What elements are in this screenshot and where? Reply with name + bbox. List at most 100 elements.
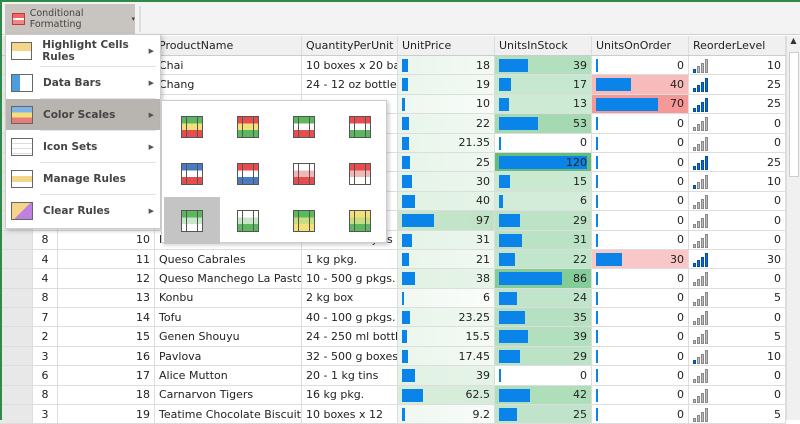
table-cell[interactable]: 70 xyxy=(592,94,689,114)
table-cell[interactable]: 0 xyxy=(592,230,689,249)
row-indicator[interactable] xyxy=(0,405,33,424)
table-cell[interactable]: 31 xyxy=(495,230,592,249)
scroll-up-icon[interactable]: ▲ xyxy=(790,36,797,45)
table-cell[interactable]: 13 xyxy=(58,288,155,308)
table-cell[interactable]: 97 xyxy=(398,211,495,230)
table-cell[interactable]: 15.5 xyxy=(398,327,495,346)
table-cell[interactable]: 23.25 xyxy=(398,308,495,327)
table-cell[interactable]: 19 xyxy=(398,75,495,94)
table-cell[interactable]: 0 xyxy=(592,211,689,230)
color-scale-option[interactable] xyxy=(276,103,332,150)
table-cell[interactable]: 0 xyxy=(592,327,689,346)
table-cell[interactable]: Pavlova xyxy=(155,346,302,366)
color-scale-option[interactable] xyxy=(332,197,388,244)
table-cell[interactable]: 2 kg box xyxy=(302,288,398,308)
color-scale-option[interactable] xyxy=(332,150,388,197)
table-row[interactable]: 7 14 Tofu 40 - 100 g pkgs. 23.25 35 0 0 xyxy=(0,308,786,328)
table-cell[interactable]: 29 xyxy=(495,346,592,366)
table-cell[interactable]: 24 - 250 ml bottles xyxy=(302,327,398,346)
row-indicator[interactable] xyxy=(0,249,33,269)
table-cell[interactable]: 0 xyxy=(592,152,689,172)
table-cell[interactable]: 53 xyxy=(495,114,592,133)
table-cell[interactable]: 16 xyxy=(58,346,155,366)
table-cell[interactable]: 10 xyxy=(689,172,786,191)
table-cell[interactable]: 62.5 xyxy=(398,385,495,405)
menu-item-highlight-cells-rules[interactable]: Highlight Cells Rules ▶ xyxy=(6,35,160,66)
column-header[interactable]: UnitPrice xyxy=(398,36,495,55)
table-cell[interactable]: 17 xyxy=(495,75,592,94)
table-cell[interactable]: 0 xyxy=(689,308,786,327)
column-header[interactable]: ReorderLevel xyxy=(689,36,786,55)
row-indicator[interactable] xyxy=(0,327,33,346)
table-cell[interactable]: 22 xyxy=(495,249,592,269)
table-cell[interactable]: 6 xyxy=(33,366,58,385)
table-cell[interactable]: 0 xyxy=(689,230,786,249)
table-cell[interactable]: 15 xyxy=(495,172,592,191)
table-cell[interactable]: 17 xyxy=(58,366,155,385)
table-cell[interactable]: 11 xyxy=(58,249,155,269)
table-cell[interactable]: 4 xyxy=(33,249,58,269)
color-scale-option[interactable] xyxy=(164,103,220,150)
menu-item-manage-rules[interactable]: Manage Rules xyxy=(6,163,160,194)
table-cell[interactable]: 39 xyxy=(398,366,495,385)
table-cell[interactable]: 24 xyxy=(495,288,592,308)
table-cell[interactable]: 0 xyxy=(592,288,689,308)
table-cell[interactable] xyxy=(302,133,398,152)
table-row[interactable]: Chang 24 - 12 oz bottles 19 17 40 25 xyxy=(0,75,786,95)
column-header[interactable]: UnitsInStock xyxy=(495,36,592,55)
table-cell[interactable]: 5 xyxy=(689,327,786,346)
table-cell[interactable] xyxy=(302,172,398,191)
table-cell[interactable]: 25 xyxy=(398,152,495,172)
table-cell[interactable]: 16 kg pkg. xyxy=(302,385,398,405)
table-cell[interactable] xyxy=(302,191,398,211)
row-indicator[interactable] xyxy=(0,346,33,366)
table-cell[interactable]: 0 xyxy=(689,191,786,211)
table-cell[interactable]: 0 xyxy=(689,366,786,385)
table-cell[interactable]: 8 xyxy=(33,385,58,405)
table-cell[interactable]: 13 xyxy=(495,94,592,114)
table-cell[interactable]: 10 xyxy=(58,230,155,249)
table-cell[interactable]: Chang xyxy=(155,75,302,94)
table-cell[interactable]: 8 xyxy=(33,230,58,249)
table-cell[interactable]: 10 xyxy=(398,94,495,114)
table-cell[interactable]: 86 xyxy=(495,269,592,288)
table-cell[interactable] xyxy=(302,94,398,114)
table-cell[interactable]: 0 xyxy=(592,114,689,133)
table-cell[interactable]: 2 xyxy=(33,327,58,346)
table-cell[interactable]: 0 xyxy=(592,172,689,191)
table-cell[interactable]: 29 xyxy=(495,211,592,230)
table-cell[interactable]: 0 xyxy=(689,385,786,405)
table-cell[interactable]: 17.45 xyxy=(398,346,495,366)
table-cell[interactable]: 38 xyxy=(398,269,495,288)
menu-item-color-scales[interactable]: Color Scales ▶ xyxy=(6,99,160,130)
table-row[interactable]: 4 11 Queso Cabrales 1 kg pkg. 21 22 30 30 xyxy=(0,249,786,270)
column-header[interactable]: QuantityPerUnit xyxy=(302,36,398,55)
table-cell[interactable]: 5 xyxy=(689,288,786,308)
table-cell[interactable]: 21 xyxy=(398,249,495,269)
table-cell[interactable]: 42 xyxy=(495,385,592,405)
table-cell[interactable]: 39 xyxy=(495,56,592,75)
table-cell[interactable] xyxy=(302,114,398,133)
table-row[interactable]: 810Ikura12 - 200 ml jars313100 xyxy=(0,230,786,250)
table-cell[interactable]: 20 - 1 kg tins xyxy=(302,366,398,385)
table-cell[interactable]: 0 xyxy=(592,405,689,424)
table-cell[interactable]: Teatime Chocolate Biscuits xyxy=(155,405,302,424)
table-cell[interactable]: 39 xyxy=(495,327,592,346)
scroll-thumb[interactable] xyxy=(789,52,799,177)
table-cell[interactable]: Queso Manchego La Pastora xyxy=(155,269,302,288)
color-scale-option[interactable] xyxy=(276,150,332,197)
table-cell[interactable]: 5 xyxy=(689,405,786,424)
table-cell[interactable]: 40 xyxy=(592,75,689,94)
table-row[interactable]: 3 16 Pavlova 32 - 500 g boxes 17.45 29 0 10 xyxy=(0,346,786,367)
menu-item-data-bars[interactable]: Data Bars ▶ xyxy=(6,67,160,98)
table-cell[interactable]: 10 xyxy=(689,346,786,366)
table-cell[interactable]: 25 xyxy=(689,75,786,94)
column-header[interactable]: ProductName xyxy=(155,36,302,55)
table-cell[interactable]: 1 kg pkg. xyxy=(302,249,398,269)
row-indicator[interactable] xyxy=(0,385,33,405)
table-row[interactable]: 3 19 Teatime Chocolate Biscuits 10 boxes x … xyxy=(0,405,786,424)
table-cell[interactable]: 21.35 xyxy=(398,133,495,152)
row-indicator[interactable] xyxy=(0,288,33,308)
table-cell[interactable]: 40 xyxy=(398,191,495,211)
table-cell[interactable] xyxy=(302,211,398,230)
